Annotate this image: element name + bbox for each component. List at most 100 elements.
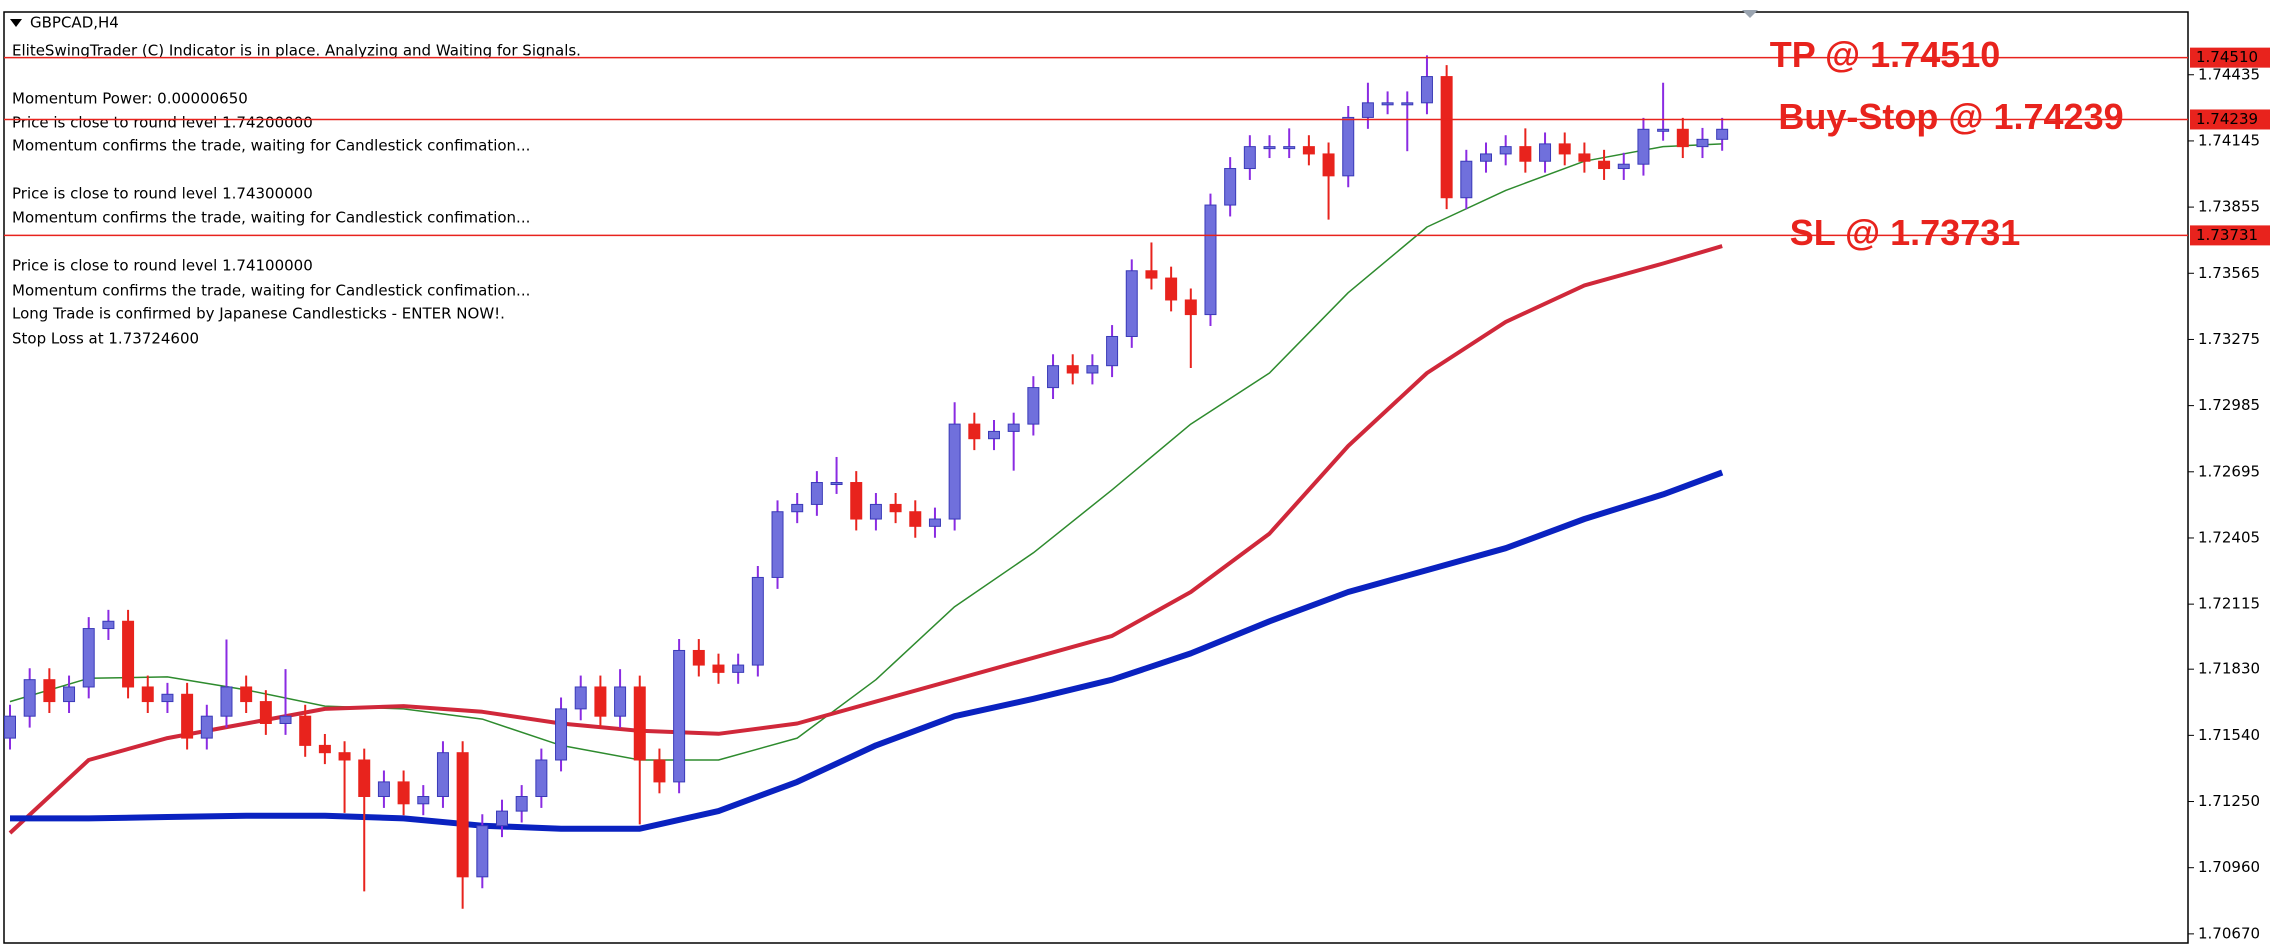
level-price-box [2190, 47, 2270, 68]
candle-body [1381, 102, 1394, 106]
candle-body [574, 686, 587, 710]
candle-body [1086, 365, 1099, 374]
candle-body [63, 686, 76, 703]
info-line: Stop Loss at 1.73724600 [12, 330, 199, 348]
candle-body [1106, 335, 1119, 367]
moving-average-line [9, 143, 1723, 761]
y-tick-label: 1.74435 [2198, 65, 2260, 83]
info-line: Momentum confirms the trade, waiting for… [12, 282, 530, 300]
candle-body [1027, 387, 1040, 425]
level-annotation: TP @ 1.74510 [1770, 34, 2001, 75]
y-tick-label: 1.72115 [2198, 595, 2260, 613]
candle-body [1263, 146, 1276, 150]
candle-body [181, 693, 194, 739]
candle-body [1716, 128, 1729, 140]
info-line: EliteSwingTrader (C) Indicator is in pla… [12, 42, 581, 60]
candle-body [1125, 270, 1138, 337]
y-tick-label: 1.73275 [2198, 330, 2260, 348]
candle-body [1224, 168, 1237, 206]
info-line: Price is close to round level 1.74100000 [12, 257, 313, 275]
y-tick-label: 1.72405 [2198, 528, 2260, 546]
candle-body [417, 796, 430, 805]
y-tick-label: 1.71540 [2198, 726, 2260, 744]
y-tick-label: 1.74145 [2198, 131, 2260, 149]
candle-body [102, 620, 115, 630]
candle-body [1322, 153, 1335, 177]
candle-body [141, 686, 154, 703]
candle-body [43, 679, 56, 703]
candle-body [1480, 153, 1492, 162]
candle-body [1657, 128, 1670, 132]
candle-body [928, 518, 941, 527]
candle-body [299, 715, 312, 746]
info-line: Momentum confirms the trade, waiting for… [12, 209, 530, 227]
candle-body [594, 686, 607, 717]
y-tick-label: 1.70670 [2198, 924, 2260, 942]
info-line: Momentum Power: 0.00000650 [12, 90, 248, 108]
y-tick-label: 1.72985 [2198, 396, 2260, 414]
candle-body [515, 796, 528, 812]
moving-average-line [8, 244, 1723, 835]
menu-triangle[interactable] [10, 19, 22, 27]
candle-body [1558, 143, 1571, 155]
y-tick-label: 1.72695 [2198, 462, 2260, 480]
candle-body [1637, 128, 1650, 165]
candle-body [810, 482, 823, 505]
candle-body [633, 686, 646, 761]
candle-body [240, 686, 253, 703]
candle-body [1007, 423, 1020, 432]
candle-body [436, 752, 449, 798]
candle-body [1204, 204, 1217, 316]
moving-average-line [10, 469, 1724, 832]
candle-body [830, 482, 843, 486]
info-line: Momentum confirms the trade, waiting for… [12, 137, 530, 155]
candle-body [673, 649, 686, 783]
candle-body [4, 715, 16, 739]
y-tick-label: 1.70960 [2198, 858, 2260, 876]
candle-body [1617, 163, 1630, 170]
level-price-box [2190, 109, 2270, 130]
candle-body [1696, 138, 1709, 148]
candle-body [1361, 102, 1374, 118]
candle-body [1420, 76, 1433, 104]
candle-body [358, 759, 371, 798]
candle-body [850, 482, 863, 520]
candle-body [1676, 128, 1689, 148]
candle-body [161, 693, 174, 703]
candle-body [23, 679, 36, 717]
chart-title: GBPCAD,H4 [30, 14, 119, 32]
candle-body [476, 825, 489, 878]
candle-body [338, 752, 351, 761]
candle-body [968, 423, 981, 440]
candle-body [1066, 365, 1079, 374]
candle-body [948, 423, 961, 520]
candle-body [1499, 146, 1512, 155]
candle-body [1401, 102, 1414, 106]
shift-marker[interactable] [1742, 10, 1758, 18]
level-annotation: SL @ 1.73731 [1790, 212, 2021, 253]
candle-body [220, 686, 233, 717]
candle-body [909, 511, 922, 527]
candle-body [1342, 116, 1355, 177]
candle-body [1460, 160, 1473, 199]
level-price-label: 1.73731 [2196, 226, 2258, 244]
plot-frame [3, 11, 2189, 944]
level-price-label: 1.74239 [2196, 110, 2258, 128]
y-tick-label: 1.71830 [2198, 660, 2260, 678]
candle-body [1184, 299, 1197, 316]
candle-body [1598, 160, 1611, 170]
y-tick-label: 1.73855 [2198, 198, 2260, 216]
candle-body [1578, 153, 1591, 162]
candle-body [988, 430, 1000, 440]
candle-body [1243, 146, 1256, 170]
candle-body [200, 715, 213, 739]
candle-body [732, 664, 745, 673]
candle-body [535, 759, 548, 798]
y-tick-label: 1.71250 [2198, 792, 2260, 810]
candle-body [82, 628, 95, 688]
candle-body [555, 708, 568, 761]
candle-body [377, 781, 390, 798]
candle-body [1165, 277, 1178, 301]
